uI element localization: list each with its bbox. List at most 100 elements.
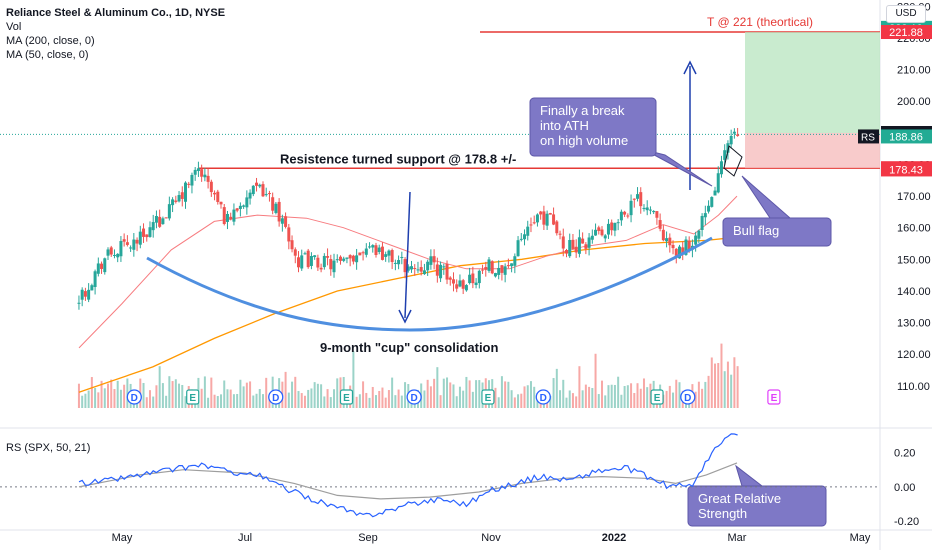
breakout-callout-text: on high volume — [540, 133, 628, 148]
candle-body — [83, 291, 87, 297]
volume-bar — [510, 390, 513, 408]
candle-body — [377, 247, 381, 252]
down-arrow-head — [398, 309, 412, 324]
y-tick-label: 170.00 — [897, 191, 931, 203]
candle-body — [345, 257, 349, 259]
candle-body — [587, 237, 591, 248]
candle-body — [135, 239, 139, 244]
volume-bar — [497, 397, 500, 408]
candle-body — [225, 213, 229, 222]
y-tick-label: 120.00 — [897, 349, 931, 361]
candle-body — [232, 209, 236, 222]
candle-body — [623, 211, 627, 215]
volume-bar — [714, 363, 717, 408]
candle-body — [661, 229, 665, 241]
ma200-legend[interactable]: MA (200, close, 0) — [6, 35, 95, 47]
candle-body — [674, 248, 678, 256]
volume-bar — [223, 380, 226, 408]
candle-body — [258, 184, 262, 187]
candle-body — [116, 253, 120, 258]
candle-body — [500, 265, 504, 273]
volume-bar — [726, 361, 729, 408]
volume-bar — [533, 386, 536, 408]
candle-body — [736, 134, 740, 136]
candle-body — [132, 239, 136, 250]
candle-body — [642, 207, 646, 209]
candle-body — [303, 253, 307, 255]
candle-body — [158, 216, 162, 227]
volume-bar — [294, 376, 297, 408]
volume-bar — [588, 386, 591, 408]
candle-body — [655, 211, 659, 218]
candle-body — [316, 257, 320, 268]
volume-bar — [523, 386, 526, 408]
volume-bar — [242, 386, 245, 408]
volume-bar — [559, 390, 562, 408]
symbol-title[interactable]: Reliance Steel & Aluminum Co., 1D, NYSE — [6, 7, 226, 19]
volume-bar — [362, 381, 365, 408]
volume-bar — [87, 390, 90, 408]
volume-bar — [226, 389, 229, 408]
candle-body — [122, 239, 126, 242]
candle-body — [716, 173, 720, 193]
candle-body — [439, 264, 443, 279]
volume-bar — [152, 396, 155, 408]
candle-body — [271, 197, 275, 211]
candle-body — [503, 266, 507, 275]
candle-body — [594, 229, 598, 236]
candle-body — [519, 238, 523, 240]
volume-bar — [252, 395, 255, 408]
candle-body — [613, 222, 617, 231]
volume-bar — [116, 380, 119, 408]
volume-bar — [736, 366, 739, 408]
candle-body — [648, 209, 652, 211]
volume-bar — [584, 384, 587, 408]
ma50-legend[interactable]: MA (50, close, 0) — [6, 49, 89, 61]
volume-bar — [387, 390, 390, 408]
volume-bar — [381, 387, 384, 408]
candle-body — [293, 249, 297, 256]
candle-body — [629, 200, 633, 216]
down-arrow — [404, 191, 411, 319]
candle-body — [416, 269, 420, 271]
candle-body — [355, 255, 359, 263]
volume-bar — [97, 392, 100, 408]
candle-body — [477, 270, 481, 284]
candle-body — [209, 181, 213, 193]
volume-bar — [297, 391, 300, 408]
volume-bar — [210, 377, 213, 408]
price-badge: 188.86 — [881, 129, 932, 144]
volume-bar — [649, 383, 652, 408]
volume-bar — [607, 385, 610, 408]
candle-body — [429, 256, 433, 265]
dividend-marker — [126, 389, 142, 405]
candle-body — [584, 244, 588, 249]
candle-body — [545, 213, 549, 226]
dividend-marker-label: D — [131, 393, 138, 404]
volume-bar — [258, 389, 261, 408]
volume-bar — [178, 383, 181, 408]
candle-body — [187, 183, 191, 185]
volume-bar — [694, 391, 697, 408]
volume-bar — [578, 366, 581, 408]
candle-body — [213, 192, 217, 195]
volume-legend[interactable]: Vol — [6, 21, 22, 33]
candle-body — [506, 265, 510, 267]
volume-bar — [568, 390, 571, 408]
candle-body — [264, 194, 268, 196]
rs-legend[interactable]: RS (SPX, 50, 21) — [6, 442, 91, 454]
candle-body — [523, 234, 527, 240]
volume-bar — [229, 389, 232, 408]
volume-bar — [284, 371, 287, 408]
volume-bar — [268, 397, 271, 408]
candle-body — [100, 263, 104, 269]
candle-body — [154, 216, 158, 223]
currency-selector[interactable]: USD — [886, 5, 926, 23]
volume-bar — [165, 395, 168, 408]
candle-body — [267, 193, 271, 195]
candle-body — [216, 191, 220, 202]
volume-bar — [378, 390, 381, 408]
candle-body — [380, 246, 384, 260]
candle-body — [119, 241, 123, 257]
